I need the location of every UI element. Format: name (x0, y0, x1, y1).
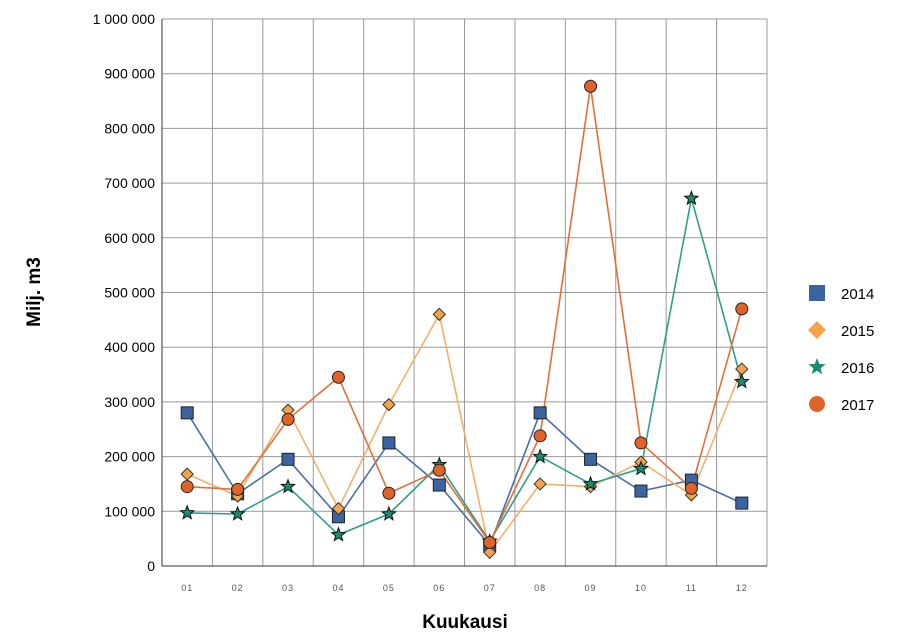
x-tick-label: 10 (635, 583, 647, 593)
y-tick-label: 200 000 (104, 449, 155, 465)
data-point-2017 (180, 480, 194, 494)
x-tick-label: 02 (232, 583, 244, 593)
data-point-2015 (382, 397, 396, 412)
legend-marker-circle-icon (809, 396, 825, 412)
data-point-2014 (281, 452, 295, 466)
legend-item-2014: 2014 (809, 285, 874, 303)
data-point-2015 (533, 477, 547, 491)
grid (161, 18, 768, 567)
data-point-2017 (281, 412, 295, 426)
data-point-2016 (380, 505, 397, 521)
data-point-2016 (229, 505, 246, 521)
data-point-2016 (582, 475, 599, 491)
x-tick-label: 07 (484, 583, 496, 593)
x-tick-label: 06 (433, 583, 445, 593)
y-tick-label: 100 000 (104, 503, 155, 519)
data-point-2017 (533, 429, 547, 443)
legend-label: 2014 (841, 286, 874, 303)
legend-marker-diamond-icon (808, 321, 826, 339)
y-tick-label: 700 000 (104, 175, 155, 191)
data-point-2014 (432, 478, 446, 492)
legend-item-2016: 2016 (808, 358, 874, 377)
legend-marker-star-icon (808, 358, 826, 375)
x-axis-ticks: 01 02 03 04 05 06 07 08 09 10 11 12 (181, 583, 748, 593)
x-tick-label: 01 (181, 583, 193, 593)
y-tick-label: 400 000 (104, 339, 155, 355)
data-point-2014 (180, 406, 194, 420)
data-point-2016 (280, 478, 297, 494)
data-point-2016 (733, 373, 750, 389)
legend-marker-square-icon (809, 285, 825, 301)
data-point-2015 (180, 467, 194, 481)
data-point-2017 (684, 481, 698, 495)
series-line-2014 (186, 411, 743, 547)
series-lines (186, 86, 743, 555)
y-tick-label: 1 000 000 (93, 11, 155, 27)
y-tick-label: 0 (147, 558, 155, 574)
y-tick-label: 800 000 (104, 120, 155, 136)
legend: 2014 2015 2016 2017 (808, 285, 874, 414)
data-point-2015 (432, 307, 446, 322)
data-point-2015 (331, 501, 346, 516)
data-point-2017 (231, 482, 245, 496)
x-axis-title: Kuukausi (422, 612, 508, 633)
data-point-2016 (330, 526, 347, 542)
data-point-2017 (432, 463, 446, 477)
x-tick-label: 03 (282, 583, 294, 593)
data-point-2015 (483, 545, 497, 560)
series-line-2015 (186, 312, 743, 555)
x-tick-label: 08 (534, 583, 546, 593)
x-tick-label: 12 (736, 583, 748, 593)
y-tick-label: 300 000 (104, 394, 155, 410)
data-point-2017 (483, 535, 497, 549)
data-point-2014 (584, 452, 598, 466)
data-point-2014 (634, 484, 648, 498)
x-tick-label: 09 (585, 583, 597, 593)
y-tick-label: 600 000 (104, 230, 155, 246)
data-point-2016 (683, 189, 700, 206)
series-markers (179, 79, 750, 560)
y-axis-title: Milj. m3 (24, 257, 45, 327)
legend-label: 2015 (841, 323, 874, 340)
legend-item-2015: 2015 (808, 321, 874, 340)
data-point-2014 (533, 406, 547, 420)
x-tick-label: 05 (383, 583, 395, 593)
y-axis-ticks: 0 100 000 200 000 300 000 400 000 500 000 600 … (93, 11, 156, 574)
series-line-2017 (187, 86, 743, 545)
legend-item-2017: 2017 (809, 396, 874, 414)
x-tick-label: 11 (686, 583, 697, 593)
data-point-2016 (532, 448, 549, 464)
data-point-2014 (382, 436, 396, 450)
data-point-2016 (179, 504, 196, 520)
data-point-2014 (735, 496, 749, 510)
data-point-2017 (331, 370, 345, 384)
data-point-2017 (584, 79, 598, 93)
legend-label: 2017 (841, 397, 874, 414)
data-point-2017 (382, 486, 396, 500)
data-point-2017 (634, 436, 648, 450)
y-tick-label: 900 000 (104, 66, 155, 82)
x-tick-label: 04 (332, 583, 344, 593)
y-tick-label: 500 000 (104, 285, 155, 301)
data-point-2016 (632, 460, 649, 476)
legend-label: 2016 (841, 360, 874, 377)
data-point-2017 (735, 302, 749, 316)
series-line-2016 (187, 198, 743, 543)
